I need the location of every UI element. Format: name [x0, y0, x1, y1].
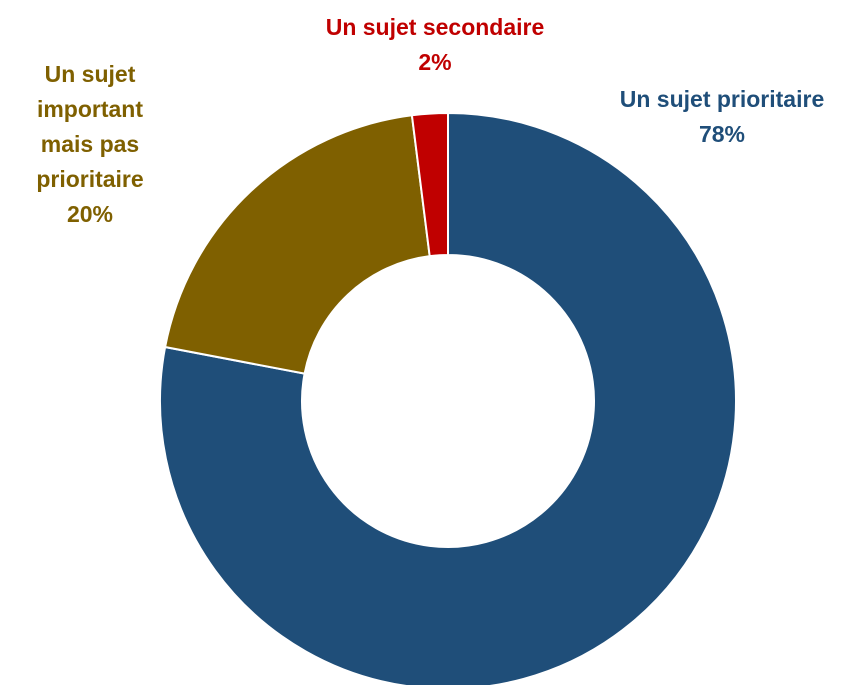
value-label: 20%: [66, 201, 114, 227]
slice: [159, 111, 737, 685]
category-label: Un sujet secondaire: [325, 14, 545, 40]
slice-label: Un sujet important mais pas prioritaire 2…: [10, 57, 170, 232]
slice-label: Un sujet prioritaire 78%: [577, 82, 863, 152]
category-label: Un sujet prioritaire: [619, 86, 825, 112]
slice: [410, 111, 449, 258]
slice: [163, 114, 431, 375]
value-label: 78%: [698, 121, 746, 147]
value-label: 2%: [418, 49, 452, 75]
slice-label: Un sujet secondaire 2%: [280, 10, 590, 80]
category-label: Un sujet important mais pas prioritaire: [36, 61, 144, 192]
